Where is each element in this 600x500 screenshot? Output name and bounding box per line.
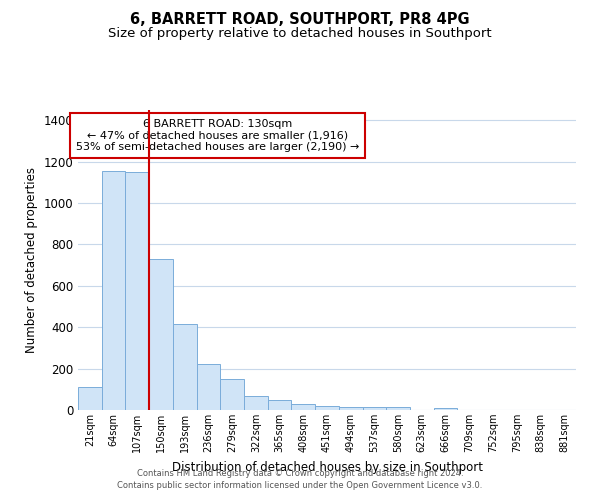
- X-axis label: Distribution of detached houses by size in Southport: Distribution of detached houses by size …: [172, 460, 482, 473]
- Bar: [292, 404, 315, 410]
- Text: 6 BARRETT ROAD: 130sqm
← 47% of detached houses are smaller (1,916)
53% of semi-: 6 BARRETT ROAD: 130sqm ← 47% of detached…: [76, 119, 359, 152]
- Text: Size of property relative to detached houses in Southport: Size of property relative to detached ho…: [108, 28, 492, 40]
- Bar: [78, 387, 102, 410]
- Bar: [362, 407, 386, 410]
- Bar: [220, 380, 244, 410]
- Bar: [244, 396, 268, 410]
- Bar: [434, 408, 457, 410]
- Bar: [125, 172, 149, 410]
- Bar: [386, 407, 410, 410]
- Bar: [149, 259, 173, 410]
- Bar: [173, 324, 197, 410]
- Text: Contains public sector information licensed under the Open Government Licence v3: Contains public sector information licen…: [118, 481, 482, 490]
- Text: Contains HM Land Registry data © Crown copyright and database right 2024.: Contains HM Land Registry data © Crown c…: [137, 468, 463, 477]
- Text: 6, BARRETT ROAD, SOUTHPORT, PR8 4PG: 6, BARRETT ROAD, SOUTHPORT, PR8 4PG: [130, 12, 470, 28]
- Bar: [315, 406, 339, 410]
- Bar: [197, 364, 220, 410]
- Bar: [339, 407, 362, 410]
- Bar: [102, 171, 125, 410]
- Bar: [268, 400, 292, 410]
- Y-axis label: Number of detached properties: Number of detached properties: [25, 167, 38, 353]
